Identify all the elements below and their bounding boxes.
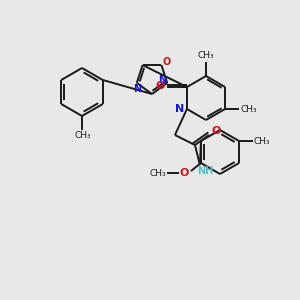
Text: CH₃: CH₃ xyxy=(241,104,257,113)
Text: N: N xyxy=(175,104,184,114)
Text: CH₃: CH₃ xyxy=(150,169,166,178)
Text: O: O xyxy=(179,168,189,178)
Text: CH₃: CH₃ xyxy=(198,50,214,59)
Text: N: N xyxy=(158,75,166,85)
Text: O: O xyxy=(155,81,165,91)
Text: O: O xyxy=(162,57,170,67)
Text: NH: NH xyxy=(197,166,213,176)
Text: CH₃: CH₃ xyxy=(75,131,91,140)
Text: CH₃: CH₃ xyxy=(254,136,270,146)
Text: O: O xyxy=(211,126,220,136)
Text: N: N xyxy=(133,84,141,94)
